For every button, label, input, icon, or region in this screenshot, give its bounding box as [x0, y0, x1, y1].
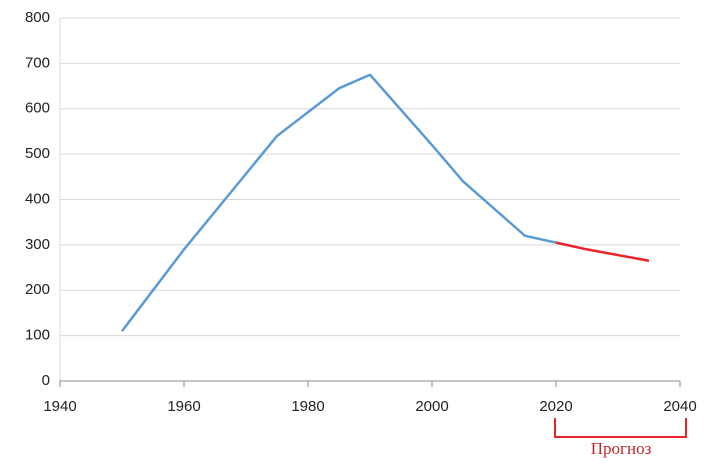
y-tick-label: 700	[25, 54, 50, 71]
line	[555, 241, 650, 262]
y-tick-label: 0	[42, 372, 50, 389]
x-tick-label: 1960	[167, 398, 200, 415]
y-tick-label: 300	[25, 236, 50, 253]
y-tick-label: 400	[25, 190, 50, 207]
y-tick-label: 100	[25, 327, 50, 344]
line	[121, 73, 557, 332]
y-tick-label: 200	[25, 281, 50, 298]
x-tick-label: 1980	[291, 398, 324, 415]
x-tick-label: 2000	[415, 398, 448, 415]
annotation-bracket	[554, 418, 687, 438]
y-tick-label: 800	[25, 9, 50, 26]
y-tick-label: 600	[25, 100, 50, 117]
annotation: Прогноз	[591, 439, 652, 458]
x-tick-label: 2020	[539, 398, 572, 415]
y-tick-label: 500	[25, 145, 50, 162]
x-tick-label: 2040	[663, 398, 696, 415]
x-tick-label: 1940	[43, 398, 76, 415]
